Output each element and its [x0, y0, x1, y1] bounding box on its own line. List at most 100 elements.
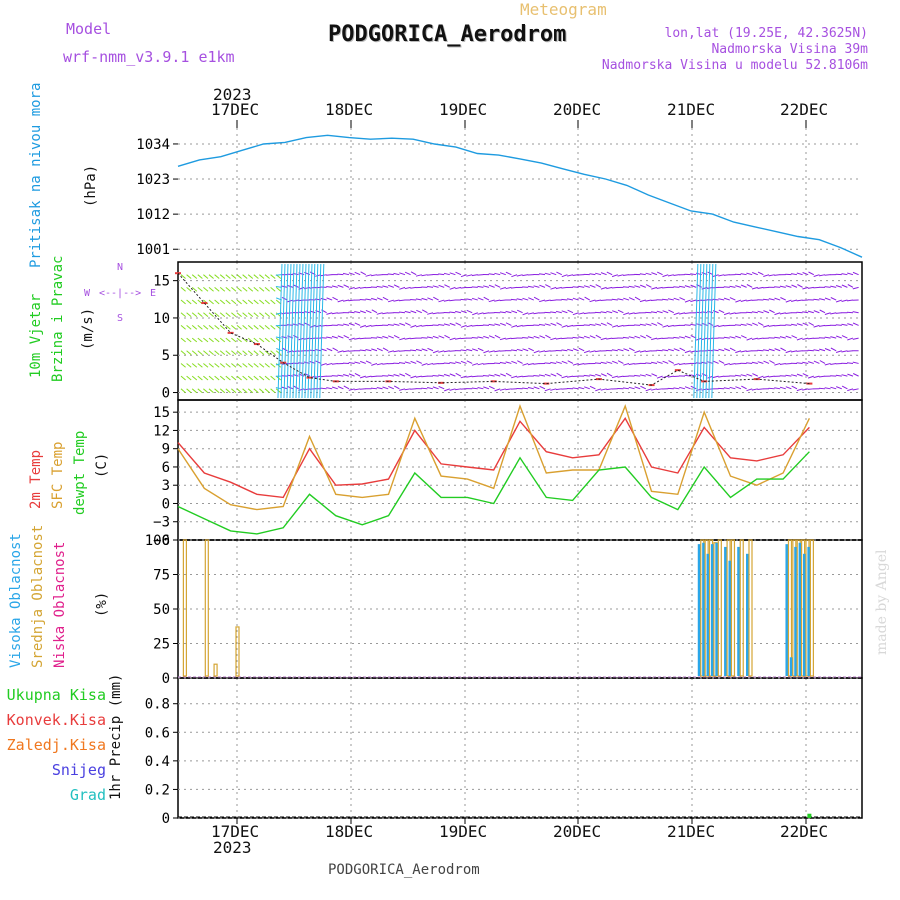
wind-barb — [247, 350, 254, 355]
wind-barb — [847, 299, 854, 302]
wind-barb — [488, 385, 495, 390]
wind-barb — [275, 363, 282, 368]
temp-2m-ylabel: 2m Temp — [28, 449, 44, 509]
wind-barb — [316, 263, 322, 399]
wind-barb — [572, 362, 579, 366]
wind-barb — [589, 335, 596, 339]
wind-barb — [449, 388, 456, 391]
wind-barb — [242, 363, 248, 368]
wind-barb — [270, 325, 276, 330]
wind-barb — [662, 360, 669, 364]
wind-barb — [343, 334, 350, 339]
wind-barb — [589, 374, 596, 377]
wind-barb — [566, 324, 574, 328]
wind-barb — [645, 362, 652, 364]
wind-barb — [376, 336, 383, 339]
wind-barb — [511, 324, 518, 328]
wind-barb — [824, 387, 831, 390]
wind-barb — [180, 337, 186, 343]
wind-barb — [387, 374, 394, 377]
wind-barb — [690, 299, 697, 303]
wind-barb — [791, 284, 798, 288]
wind-barb — [315, 324, 322, 328]
wind-barb — [712, 310, 719, 314]
wind-barb — [253, 388, 259, 394]
wind-barb — [410, 349, 417, 352]
wind-barb — [684, 324, 691, 326]
wind-tick-label: 0 — [162, 386, 170, 402]
wind-barb — [651, 286, 658, 290]
wind-barb — [488, 323, 495, 326]
cloud-mid-bar — [204, 539, 209, 677]
wind-barb — [421, 362, 428, 366]
wind-barb — [572, 387, 579, 390]
wind-barb — [673, 312, 680, 316]
cloud-high-ylabel: Visoka Oblacnost — [8, 533, 24, 668]
wind-barb — [606, 310, 613, 314]
wind-barb — [746, 350, 753, 352]
wind-barb — [628, 285, 635, 288]
top-year: 2023 — [213, 85, 252, 104]
wind-barb — [673, 324, 680, 327]
wind-barb — [421, 297, 428, 301]
wind-barb — [393, 350, 400, 353]
wind-barb — [264, 325, 270, 330]
wind-barb — [197, 363, 203, 368]
wind-barb — [264, 286, 270, 292]
wind-barb — [785, 335, 792, 339]
wind-barb — [505, 286, 512, 290]
wind-barb — [354, 286, 361, 290]
wind-barb — [180, 274, 186, 279]
wind-barb — [667, 375, 674, 378]
wind-barb — [824, 297, 831, 301]
wind-barb — [365, 349, 372, 352]
wind-barb — [483, 350, 490, 354]
wind-barb — [180, 375, 186, 381]
wind-barb — [567, 375, 574, 378]
wind-barb — [253, 274, 259, 279]
wind-barb — [471, 348, 478, 352]
wind-barb — [595, 373, 602, 377]
wind-barb — [242, 299, 248, 305]
wind-barb — [488, 374, 495, 377]
wind-barb — [208, 299, 214, 305]
wind-barb — [432, 362, 439, 365]
wind-barb — [819, 360, 826, 364]
wind-barb — [359, 349, 366, 352]
wind-barb — [645, 350, 652, 353]
wind-barb — [337, 299, 344, 303]
wind-barb — [606, 361, 613, 364]
wind-barb — [326, 387, 333, 390]
wind-barb — [415, 375, 422, 378]
wind-barb — [231, 286, 237, 292]
compass-arrows: <--|--> — [99, 288, 142, 299]
wind-barb — [466, 298, 473, 301]
wind-barb — [600, 361, 607, 364]
wind-barb — [522, 312, 529, 316]
wind-barb — [494, 388, 501, 392]
wind-barb — [818, 387, 826, 390]
wind-barb — [427, 312, 434, 315]
wind-barb — [751, 311, 758, 314]
wind-barb — [242, 286, 248, 292]
wind-barb — [673, 348, 680, 352]
cloud-mid-bar — [182, 539, 187, 677]
wind-barb — [326, 286, 333, 288]
wind-barb — [444, 388, 450, 392]
wind-barb — [668, 360, 675, 364]
wind-speed-marker — [306, 376, 313, 379]
wind-barb — [673, 336, 680, 339]
wind-barb — [219, 299, 226, 305]
wind-barb — [191, 337, 198, 343]
wind-barb — [757, 271, 764, 276]
temp-2m-line — [177, 416, 810, 499]
wind-barb — [427, 336, 434, 339]
wind-barb — [231, 363, 237, 368]
wind-barb — [214, 350, 220, 355]
wind-barb — [808, 271, 815, 276]
wind-barb — [813, 349, 820, 352]
wind-barb — [427, 387, 434, 390]
wind-barb — [219, 286, 226, 292]
temp-tick-label: 3 — [162, 478, 170, 494]
wind-barb — [405, 372, 411, 377]
